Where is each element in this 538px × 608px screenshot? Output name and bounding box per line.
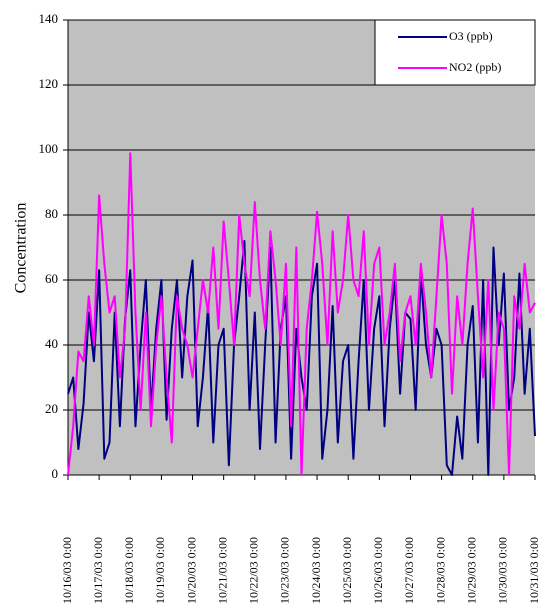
x-tick-label: 10/30/03 0:00 xyxy=(496,537,510,604)
legend-label: O3 (ppb) xyxy=(449,29,493,43)
x-tick-label: 10/25/03 0:00 xyxy=(340,537,354,604)
series-line xyxy=(67,152,536,476)
x-tick-label: 10/20/03 0:00 xyxy=(184,537,198,604)
y-tick-label: 0 xyxy=(52,466,59,481)
x-tick-label: 10/26/03 0:00 xyxy=(371,537,385,604)
legend-box xyxy=(374,19,536,86)
series-line xyxy=(67,240,536,476)
legend-label: NO2 (ppb) xyxy=(449,60,501,74)
x-tick-label: 10/27/03 0:00 xyxy=(402,537,416,604)
x-tick-label: 10/22/03 0:00 xyxy=(247,537,261,604)
x-tick-label: 10/29/03 0:00 xyxy=(464,537,478,604)
y-tick-label: 40 xyxy=(45,336,58,351)
x-tick-label: 10/18/03 0:00 xyxy=(122,537,136,604)
x-tick-label: 10/16/03 0:00 xyxy=(60,537,74,604)
plot-area xyxy=(68,20,535,475)
y-tick-label: 100 xyxy=(39,141,59,156)
y-tick-label: 140 xyxy=(39,11,59,26)
y-tick-label: 20 xyxy=(45,401,58,416)
x-tick-label: 10/21/03 0:00 xyxy=(215,537,229,604)
y-tick-label: 120 xyxy=(39,76,59,91)
x-tick-label: 10/31/03 0:00 xyxy=(527,537,538,604)
x-tick-label: 10/24/03 0:00 xyxy=(309,537,323,604)
x-tick-label: 10/28/03 0:00 xyxy=(433,537,447,604)
y-axis-label: Concentration xyxy=(13,203,30,294)
x-tick-label: 10/23/03 0:00 xyxy=(278,537,292,604)
x-tick-label: 10/19/03 0:00 xyxy=(153,537,167,604)
y-tick-label: 60 xyxy=(45,271,58,286)
x-tick-label: 10/17/03 0:00 xyxy=(91,537,105,604)
y-tick-label: 80 xyxy=(45,206,58,221)
